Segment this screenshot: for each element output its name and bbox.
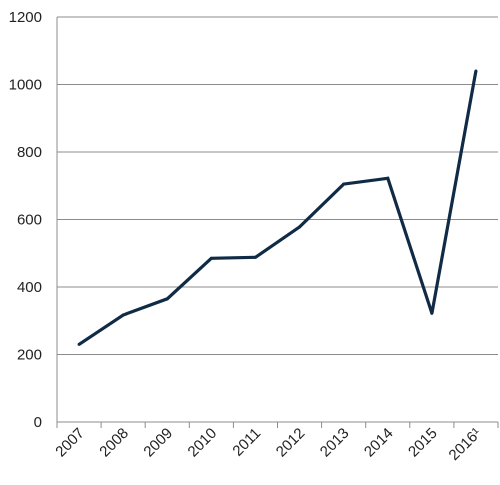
y-tick-label-0: 0 (34, 414, 42, 431)
data-point-3 (209, 256, 213, 260)
axes (56, 17, 499, 428)
x-tick-label-1: 2008 (96, 425, 132, 461)
data-point-8 (430, 311, 434, 315)
y-tick-label-1000: 1000 (9, 77, 42, 94)
y-tick-label-800: 800 (17, 144, 42, 161)
y-tick-label-200: 200 (17, 347, 42, 364)
y-tick-label-400: 400 (17, 279, 42, 296)
series-layer (77, 69, 478, 346)
x-tick-label-0: 2007 (52, 425, 88, 461)
data-point-4 (253, 255, 257, 259)
data-point-2 (165, 297, 169, 301)
x-tick-label-3: 2010 (185, 425, 221, 461)
y-tick-label-600: 600 (17, 212, 42, 229)
x-tick-label-6: 2013 (317, 425, 353, 461)
data-point-0 (77, 342, 81, 346)
x-tick-label-9: 2016¹ (446, 425, 485, 464)
x-tick-label-2: 2009 (140, 425, 176, 461)
x-tick-label-4: 2011 (229, 425, 264, 460)
data-point-6 (342, 182, 346, 186)
gridlines (57, 16, 498, 355)
x-tick-label-7: 2014 (361, 425, 397, 461)
series-line-0 (78, 70, 478, 346)
x-tick-label-5: 2012 (273, 425, 309, 461)
data-point-9 (474, 69, 478, 73)
data-point-7 (386, 176, 390, 180)
data-point-5 (298, 225, 302, 229)
x-tick-label-8: 2015 (405, 425, 441, 461)
y-tick-label-1200: 1200 (9, 9, 42, 26)
data-point-1 (121, 313, 125, 317)
